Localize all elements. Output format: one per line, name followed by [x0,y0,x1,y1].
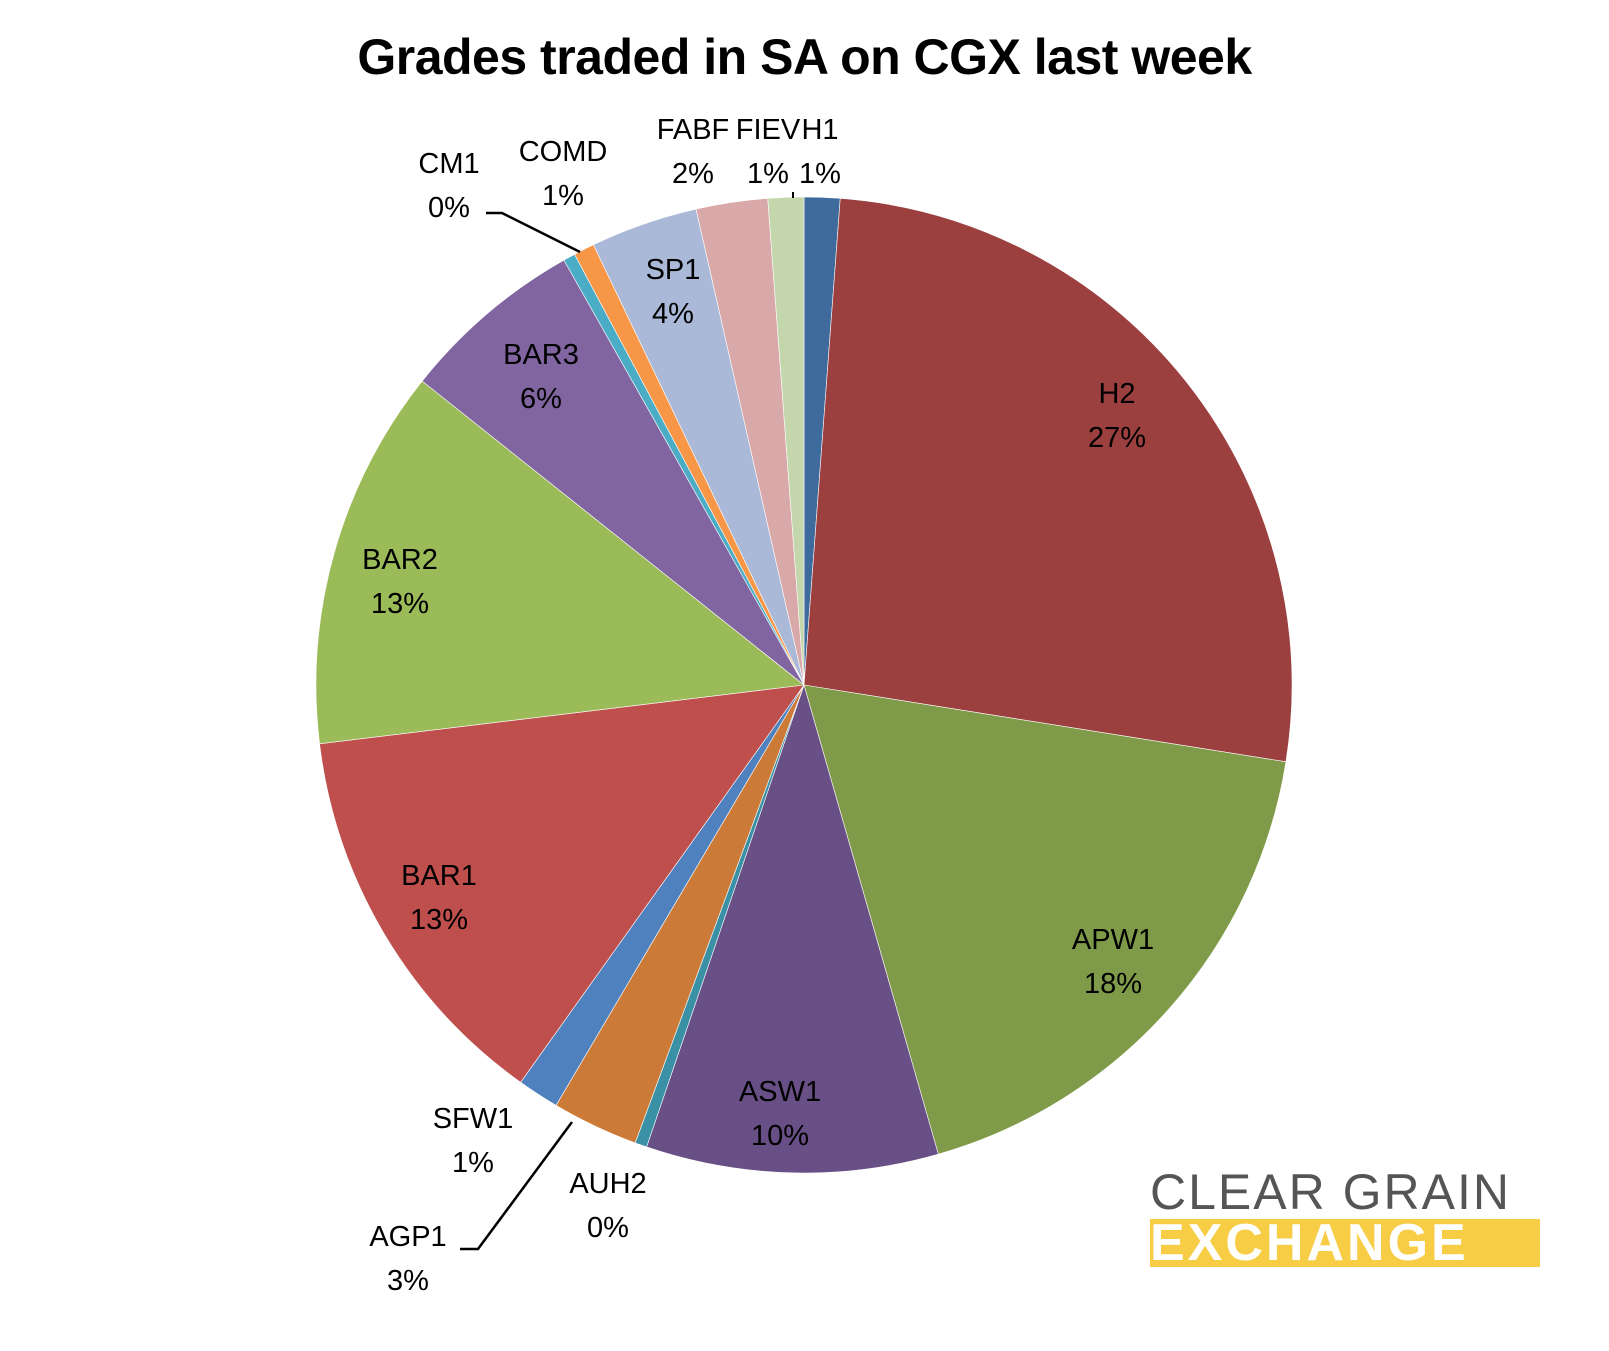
data-label-percent: 0% [587,1212,629,1244]
data-label-name: H1 [801,114,839,146]
data-label-percent: 4% [652,298,694,330]
data-label-bar3: BAR3 6% [503,333,579,421]
pie-slice-bar3 [421,259,805,686]
data-label-name: BAR2 [362,544,438,576]
data-label-percent: 13% [409,904,469,936]
data-label-percent: 2% [672,158,714,190]
data-label-name: FABF [656,114,730,146]
leader-line-cm1 [486,211,581,254]
data-label-auh2: AUH2 0% [569,1162,646,1250]
data-label-name: SFW1 [432,1103,514,1135]
data-label-name: APW1 [1071,924,1155,956]
data-label-percent: 1% [799,158,841,190]
clear-grain-exchange-logo: CLEAR GRAIN EXCHANGE [1150,1165,1540,1267]
data-label-name: CM1 [418,148,480,180]
data-label-name: COMD [518,136,608,168]
data-label-bar1: BAR1 13% [401,854,477,942]
data-label-apw1: APW1 18% [1072,918,1154,1006]
pie-slice-h2 [803,198,1293,763]
data-label-name: H2 [1098,378,1136,410]
pie-slice-bar2 [315,380,805,745]
pie-slice-fiev [767,196,805,686]
data-label-agp1: AGP1 3% [369,1215,446,1303]
data-label-name: BAR3 [503,339,579,371]
pie-slice-asw1 [646,683,939,1174]
data-label-percent: 1% [747,158,789,190]
data-label-cm1: CM1 0% [418,142,479,230]
data-label-fiev: FIEV 1% [736,108,800,196]
logo-line2: EXCHANGE [1150,1219,1540,1267]
data-label-h1: H1 1% [799,108,841,196]
data-label-asw1: ASW1 10% [739,1070,821,1158]
data-label-percent: 18% [1083,968,1143,1000]
data-label-sp1: SP1 4% [646,248,701,336]
data-label-fabf: FABF 2% [657,108,730,196]
pie-slices [315,196,1293,1174]
pie-slice-bar1 [319,684,805,1083]
data-label-percent: 6% [520,383,562,415]
data-label-name: SP1 [645,254,701,286]
data-label-percent: 0% [428,192,470,224]
data-label-name: ASW1 [738,1076,822,1108]
chart-title: Grades traded in SA on CGX last week [357,29,1252,85]
logo-line1: CLEAR GRAIN [1150,1164,1511,1220]
data-label-name: AUH2 [569,1168,647,1200]
data-label-percent: 10% [750,1120,810,1152]
data-label-percent: 13% [370,588,430,620]
data-label-h2: H2 27% [1088,372,1146,460]
data-label-bar2: BAR2 13% [362,538,438,626]
data-label-sfw1: SFW1 1% [433,1097,514,1185]
data-label-name: BAR1 [401,860,477,892]
leader-lines [460,192,794,1251]
data-label-percent: 3% [387,1265,429,1297]
data-label-name: FIEV [735,114,801,146]
leader-line-agp1 [460,1121,574,1251]
data-label-percent: 1% [452,1147,494,1179]
data-label-comd: COMD 1% [519,130,608,218]
data-label-name: AGP1 [369,1221,447,1253]
data-label-percent: 1% [542,180,584,212]
pie-slice-apw1 [803,684,1287,1155]
data-label-percent: 27% [1087,422,1147,454]
